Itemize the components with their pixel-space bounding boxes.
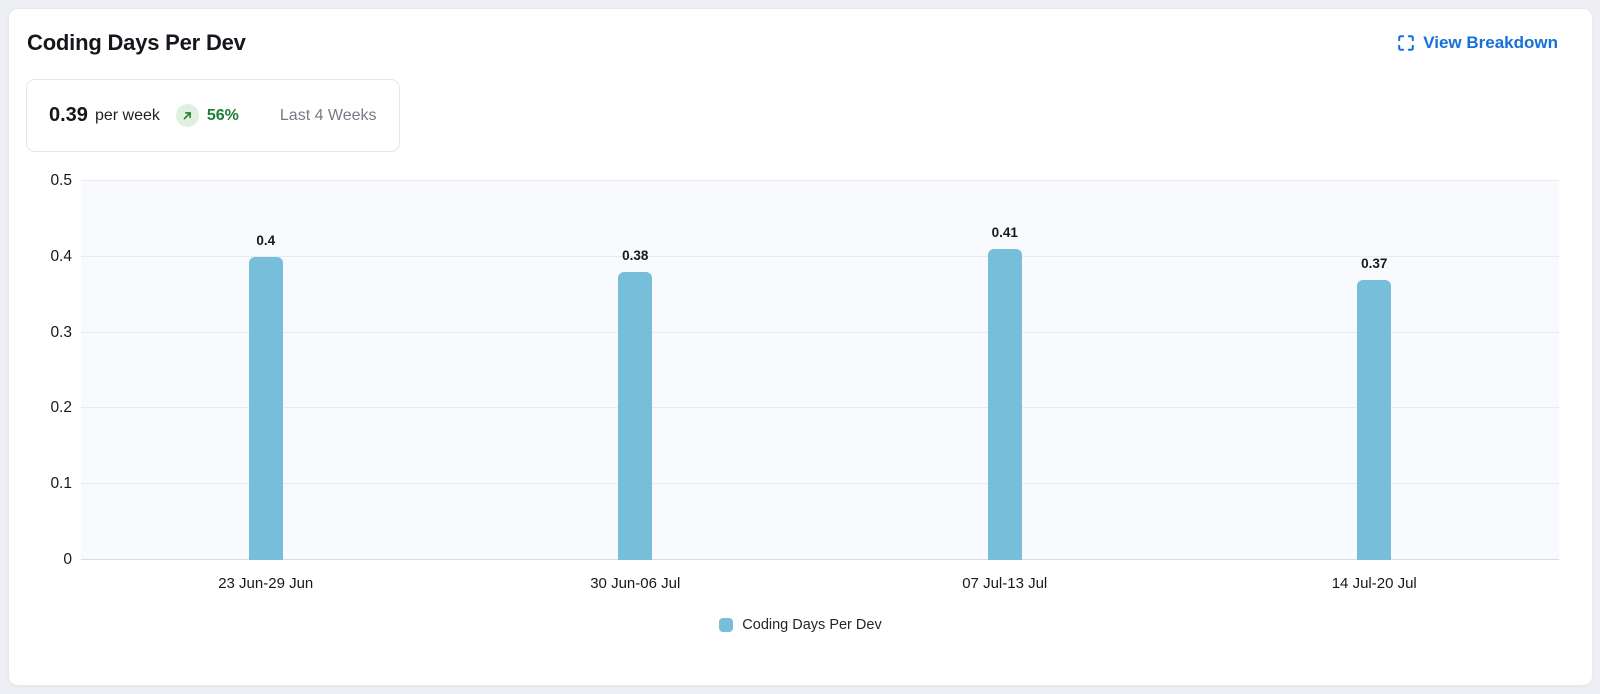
bar-value-label: 0.37 [1361,255,1388,271]
x-axis-label: 07 Jul-13 Jul [962,575,1048,592]
x-axis-label: 30 Jun-06 Jul [590,575,681,592]
view-breakdown-link[interactable]: View Breakdown [1398,33,1558,53]
y-tick-label: 0.5 [50,172,72,189]
trend-percent: 56% [206,106,239,124]
card-header: Coding Days Per Dev View Breakdown [9,9,1592,56]
summary-period: Last 4 Weeks [279,106,377,124]
page-title: Coding Days Per Dev [27,30,246,55]
bar-30 Jun-06 Jul[interactable] [618,271,653,560]
bar-value-label: 0.41 [991,225,1018,241]
bar-value-label: 0.38 [622,247,649,263]
chart-legend: Coding Days Per Dev [9,617,1592,633]
y-tick-label: 0.4 [50,247,72,265]
legend-label: Coding Days Per Dev [742,617,882,633]
gridline [81,407,1559,409]
x-axis-labels: 23 Jun-29 Jun 30 Jun-06 Jul 07 Jul-13 Jul 1… [81,575,1559,592]
y-tick-label: 0 [63,551,72,568]
gridline [81,331,1559,333]
x-axis-label: 14 Jul-20 Jul [1331,575,1417,592]
view-breakdown-label: View Breakdown [1423,33,1558,52]
bar-chart: 0 0.1 0.2 0.3 0.4 0.5 0.4 0.38 0.41 0.37 23 Jun-2… [9,172,1592,633]
bar-14 Jul-20 Jul[interactable] [1357,279,1392,560]
trend-up-icon [175,104,199,127]
summary-value: 0.39 [49,104,88,126]
gridline [81,180,1559,181]
expand-icon [1398,35,1415,51]
summary-card: 0.39 per week 56% Last 4 Weeks [26,79,400,152]
bar-23 Jun-29 Jun[interactable] [248,256,283,560]
summary-unit: per week [94,106,160,124]
gridline [81,483,1559,485]
x-axis-line [81,559,1559,560]
y-tick-label: 0.1 [50,475,72,493]
y-tick-label: 0.3 [50,323,72,341]
gridline [81,255,1559,257]
x-axis-label: 23 Jun-29 Jun [218,575,314,592]
bar-value-label: 0.4 [256,232,276,248]
bar-07 Jul-13 Jul[interactable] [987,249,1022,560]
plot-area: 0 0.1 0.2 0.3 0.4 0.5 0.4 0.38 0.41 0.37 [50,172,1559,568]
y-tick-label: 0.2 [50,399,72,417]
legend-swatch [719,618,734,632]
coding-days-card: Coding Days Per Dev View Breakdown 0.39 … [8,8,1593,686]
